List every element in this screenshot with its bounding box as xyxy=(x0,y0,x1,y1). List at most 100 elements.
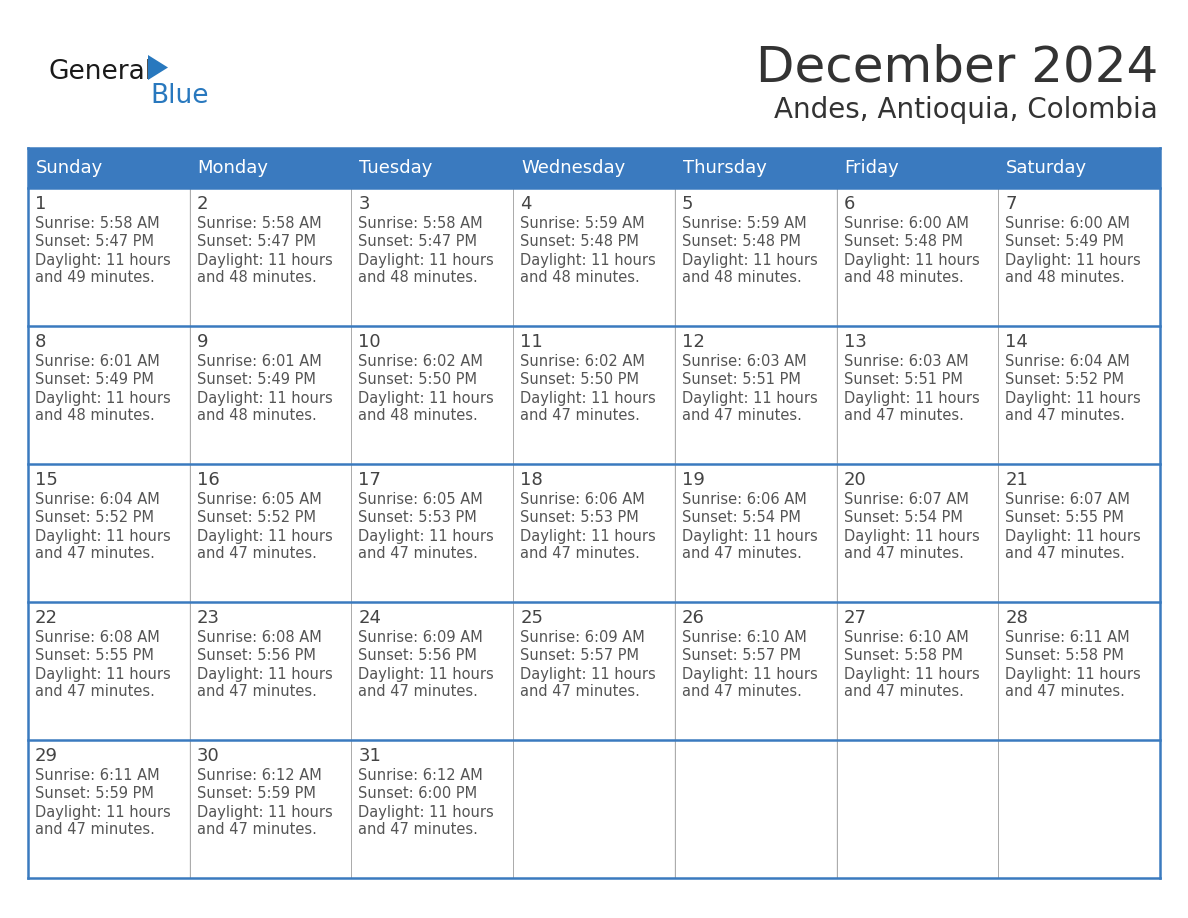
Text: 24: 24 xyxy=(359,609,381,627)
Text: Daylight: 11 hours: Daylight: 11 hours xyxy=(197,529,333,543)
Polygon shape xyxy=(148,55,168,80)
Bar xyxy=(513,327,675,464)
Bar xyxy=(29,148,1159,188)
Bar xyxy=(29,602,189,740)
Bar xyxy=(999,741,1159,878)
Text: 25: 25 xyxy=(520,609,543,627)
Text: and 47 minutes.: and 47 minutes. xyxy=(843,546,963,562)
Text: 28: 28 xyxy=(1005,609,1028,627)
Bar xyxy=(190,741,350,878)
Text: Sunset: 5:47 PM: Sunset: 5:47 PM xyxy=(197,234,316,250)
Text: Sunrise: 6:09 AM: Sunrise: 6:09 AM xyxy=(520,631,645,645)
Text: Daylight: 11 hours: Daylight: 11 hours xyxy=(197,390,333,406)
Text: and 47 minutes.: and 47 minutes. xyxy=(1005,546,1125,562)
Text: Daylight: 11 hours: Daylight: 11 hours xyxy=(1005,390,1140,406)
Bar xyxy=(999,188,1159,326)
Text: 17: 17 xyxy=(359,471,381,489)
Bar xyxy=(352,465,513,601)
Text: and 48 minutes.: and 48 minutes. xyxy=(682,271,802,285)
Text: Sunset: 5:49 PM: Sunset: 5:49 PM xyxy=(1005,234,1124,250)
Text: and 47 minutes.: and 47 minutes. xyxy=(197,546,316,562)
Bar xyxy=(999,465,1159,601)
Text: Saturday: Saturday xyxy=(1006,159,1087,177)
Bar xyxy=(675,188,836,326)
Text: Sunset: 5:56 PM: Sunset: 5:56 PM xyxy=(359,648,478,664)
Text: 11: 11 xyxy=(520,333,543,351)
Text: Daylight: 11 hours: Daylight: 11 hours xyxy=(34,666,171,681)
Text: Daylight: 11 hours: Daylight: 11 hours xyxy=(34,804,171,820)
Text: 21: 21 xyxy=(1005,471,1028,489)
Bar xyxy=(999,327,1159,464)
Text: Daylight: 11 hours: Daylight: 11 hours xyxy=(359,390,494,406)
Text: Daylight: 11 hours: Daylight: 11 hours xyxy=(1005,252,1140,267)
Text: 23: 23 xyxy=(197,609,220,627)
Text: Daylight: 11 hours: Daylight: 11 hours xyxy=(34,390,171,406)
Text: Sunset: 5:59 PM: Sunset: 5:59 PM xyxy=(34,787,154,801)
Text: Sunset: 5:49 PM: Sunset: 5:49 PM xyxy=(197,373,316,387)
Text: Sunrise: 6:10 AM: Sunrise: 6:10 AM xyxy=(682,631,807,645)
Text: Tuesday: Tuesday xyxy=(360,159,432,177)
Text: 29: 29 xyxy=(34,747,58,765)
Text: 8: 8 xyxy=(34,333,46,351)
Text: Daylight: 11 hours: Daylight: 11 hours xyxy=(682,390,817,406)
Text: 10: 10 xyxy=(359,333,381,351)
Text: Sunset: 5:59 PM: Sunset: 5:59 PM xyxy=(197,787,316,801)
Bar xyxy=(352,188,513,326)
Bar xyxy=(675,741,836,878)
Bar xyxy=(352,602,513,740)
Text: Sunrise: 6:12 AM: Sunrise: 6:12 AM xyxy=(359,768,484,783)
Bar xyxy=(838,741,998,878)
Text: and 47 minutes.: and 47 minutes. xyxy=(1005,685,1125,700)
Text: Daylight: 11 hours: Daylight: 11 hours xyxy=(359,666,494,681)
Text: Sunset: 5:54 PM: Sunset: 5:54 PM xyxy=(682,510,801,525)
Text: Blue: Blue xyxy=(150,83,209,109)
Text: Sunset: 5:56 PM: Sunset: 5:56 PM xyxy=(197,648,316,664)
Text: Sunrise: 6:11 AM: Sunrise: 6:11 AM xyxy=(1005,631,1130,645)
Text: Monday: Monday xyxy=(197,159,268,177)
Text: Sunday: Sunday xyxy=(36,159,103,177)
Text: 27: 27 xyxy=(843,609,866,627)
Bar xyxy=(190,188,350,326)
Text: Sunset: 5:48 PM: Sunset: 5:48 PM xyxy=(843,234,962,250)
Text: Daylight: 11 hours: Daylight: 11 hours xyxy=(520,252,656,267)
Text: and 47 minutes.: and 47 minutes. xyxy=(520,409,640,423)
Text: 26: 26 xyxy=(682,609,704,627)
Bar xyxy=(29,740,1159,878)
Text: General: General xyxy=(48,59,152,85)
Bar xyxy=(513,465,675,601)
Text: and 48 minutes.: and 48 minutes. xyxy=(1005,271,1125,285)
Text: and 47 minutes.: and 47 minutes. xyxy=(682,409,802,423)
Text: Daylight: 11 hours: Daylight: 11 hours xyxy=(520,390,656,406)
Bar xyxy=(29,188,1159,326)
Text: and 47 minutes.: and 47 minutes. xyxy=(1005,409,1125,423)
Text: December 2024: December 2024 xyxy=(756,44,1158,92)
Text: Sunset: 5:53 PM: Sunset: 5:53 PM xyxy=(359,510,478,525)
Text: Sunrise: 6:05 AM: Sunrise: 6:05 AM xyxy=(359,492,484,508)
Text: Sunrise: 6:12 AM: Sunrise: 6:12 AM xyxy=(197,768,322,783)
Text: Sunset: 5:55 PM: Sunset: 5:55 PM xyxy=(1005,510,1124,525)
Text: 4: 4 xyxy=(520,195,532,213)
Text: Sunrise: 6:02 AM: Sunrise: 6:02 AM xyxy=(520,354,645,370)
Bar xyxy=(838,327,998,464)
Text: Sunrise: 6:09 AM: Sunrise: 6:09 AM xyxy=(359,631,484,645)
Text: Sunrise: 5:58 AM: Sunrise: 5:58 AM xyxy=(197,217,321,231)
Text: Daylight: 11 hours: Daylight: 11 hours xyxy=(682,529,817,543)
Text: 31: 31 xyxy=(359,747,381,765)
Text: and 47 minutes.: and 47 minutes. xyxy=(520,546,640,562)
Text: Thursday: Thursday xyxy=(683,159,766,177)
Text: 16: 16 xyxy=(197,471,220,489)
Bar xyxy=(999,602,1159,740)
Text: and 47 minutes.: and 47 minutes. xyxy=(197,823,316,837)
Text: 5: 5 xyxy=(682,195,694,213)
Text: Daylight: 11 hours: Daylight: 11 hours xyxy=(843,390,979,406)
Text: Daylight: 11 hours: Daylight: 11 hours xyxy=(520,529,656,543)
Text: 30: 30 xyxy=(197,747,220,765)
Text: Daylight: 11 hours: Daylight: 11 hours xyxy=(682,252,817,267)
Text: 13: 13 xyxy=(843,333,866,351)
Text: and 48 minutes.: and 48 minutes. xyxy=(843,271,963,285)
Text: 9: 9 xyxy=(197,333,208,351)
Text: Sunrise: 6:04 AM: Sunrise: 6:04 AM xyxy=(1005,354,1130,370)
Text: and 47 minutes.: and 47 minutes. xyxy=(682,546,802,562)
Bar xyxy=(675,465,836,601)
Text: Wednesday: Wednesday xyxy=(522,159,625,177)
